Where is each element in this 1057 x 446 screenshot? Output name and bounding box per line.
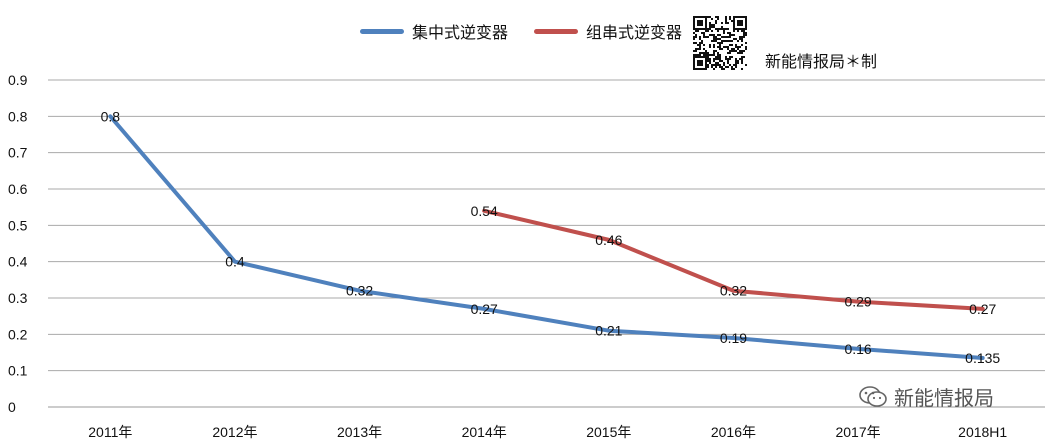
watermark-text: 新能情报局: [894, 386, 994, 410]
series-line-2: [482, 208, 985, 311]
watermark: 新能情报局: [858, 382, 994, 411]
x-tick-label: 2012年: [212, 424, 257, 440]
data-label: 0.32: [346, 283, 373, 299]
legend-swatch-series2: [534, 28, 579, 34]
legend-swatch-series1: [360, 28, 404, 34]
wechat-icon: [859, 385, 887, 407]
data-label: 0.19: [720, 330, 747, 346]
y-tick-label: 0.8: [8, 108, 28, 124]
y-tick-label: 0: [8, 399, 16, 415]
data-label: 0.46: [595, 232, 622, 248]
legend-item-series1[interactable]: 集中式逆变器: [360, 19, 508, 43]
y-tick-label: 0.2: [8, 326, 28, 342]
data-label: 0.4: [225, 254, 245, 270]
data-label: 0.29: [844, 294, 871, 310]
y-tick-label: 0.4: [8, 254, 28, 270]
data-label: 0.16: [844, 341, 871, 357]
data-label: 0.54: [471, 203, 498, 219]
legend-label-series1: 集中式逆变器: [412, 23, 509, 42]
x-tick-label: 2011年: [88, 424, 132, 440]
grid-lines: [48, 79, 1045, 408]
data-labels: 0.8 0.4 0.32 0.27 0.21 0.19 0.16 0.135 0.54 0.46 0…: [101, 108, 1001, 366]
x-tick-label: 2017年: [835, 424, 880, 440]
x-tick-label: 2014年: [462, 424, 507, 440]
x-tick-label: 2015年: [586, 424, 631, 440]
qr-code-icon: [693, 16, 747, 70]
x-tick-label: 2018H1: [958, 424, 1007, 440]
x-tick-label: 2016年: [711, 424, 756, 440]
x-axis-ticks: 2011年 2012年 2013年 2014年 2015年 2016年 2017年 2018H…: [88, 424, 1007, 440]
y-axis-ticks: 0 0.1 0.2 0.3 0.4 0.5 0.6 0.7 0.8 0.9: [8, 72, 28, 415]
y-tick-label: 0.5: [8, 217, 28, 233]
series-lines: [108, 114, 985, 360]
y-tick-label: 0.7: [8, 145, 28, 161]
y-tick-label: 0.3: [8, 290, 28, 306]
data-label: 0.21: [595, 323, 622, 339]
x-tick-label: 2013年: [337, 424, 382, 440]
y-tick-label: 0.6: [8, 181, 28, 197]
series-line-1: [108, 114, 985, 360]
y-tick-label: 0.9: [8, 72, 28, 88]
legend-item-series2[interactable]: 组串式逆变器: [534, 19, 682, 43]
data-label: 0.27: [969, 301, 996, 317]
data-label: 0.135: [965, 350, 1000, 366]
data-label: 0.32: [720, 283, 747, 299]
legend: 集中式逆变器 组串式逆变器: [360, 14, 708, 48]
y-tick-label: 0.1: [8, 363, 28, 379]
legend-label-series2: 组串式逆变器: [586, 23, 683, 42]
data-label: 0.8: [101, 108, 121, 124]
credit-text: 新能情报局＊制: [765, 52, 878, 71]
data-label: 0.27: [471, 301, 498, 317]
